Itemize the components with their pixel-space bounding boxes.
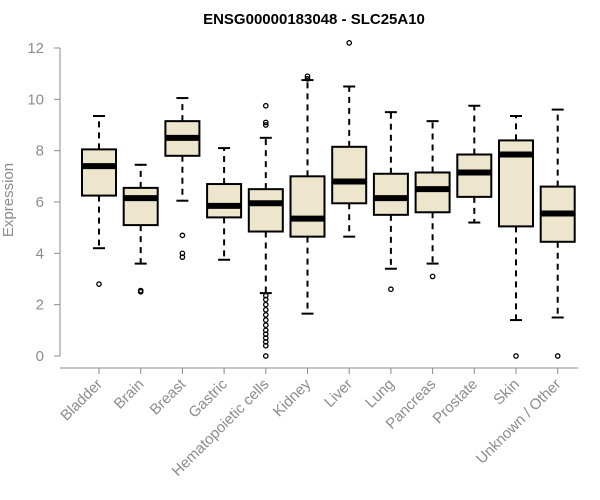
box-group [372, 111, 409, 293]
box [331, 145, 368, 205]
box-group [206, 147, 243, 261]
box-group [331, 40, 368, 238]
box [414, 171, 451, 214]
outlier-point [179, 254, 186, 261]
outlier-point [429, 273, 436, 280]
outlier-point [262, 301, 269, 308]
outlier-point [262, 122, 269, 128]
box [81, 148, 117, 197]
outlier-point [554, 353, 561, 359]
outlier-point [262, 119, 269, 126]
box-group [498, 115, 534, 359]
box-group [539, 108, 576, 359]
outlier-point [262, 296, 269, 303]
outlier-point [513, 353, 519, 359]
plot-area [81, 40, 576, 359]
outlier-point [388, 286, 394, 293]
y-tick-label: 0 [36, 348, 44, 365]
x-tick-label: Lung [362, 376, 398, 412]
box [206, 183, 243, 219]
outlier-point [262, 312, 269, 318]
outlier-point [262, 353, 269, 359]
x-tick-label: Liver [321, 376, 356, 411]
box-group [289, 73, 326, 315]
outlier-point [262, 102, 269, 109]
box [456, 153, 493, 198]
box-group [164, 97, 201, 261]
box-group [122, 163, 159, 295]
outlier-point [96, 281, 102, 287]
box-group [247, 102, 284, 359]
y-tick-label: 8 [36, 143, 44, 160]
y-tick-label: 4 [36, 245, 44, 262]
box [122, 186, 159, 227]
x-tick-label: Kidney [270, 375, 315, 420]
x-tick-label: Bladder [57, 376, 106, 425]
outlier-point [304, 73, 311, 80]
box [372, 172, 409, 216]
outlier-point [137, 287, 144, 294]
y-tick-label: 2 [36, 297, 44, 314]
outlier-point [179, 232, 186, 239]
outlier-point [262, 306, 269, 313]
outlier-point [262, 342, 269, 349]
y-tick-label: 6 [36, 194, 44, 211]
y-axis-label: Expression [0, 163, 17, 237]
outlier-point [262, 322, 269, 329]
y-tick-label: 12 [27, 40, 44, 57]
x-tick-label: Prostate [430, 376, 482, 428]
x-tick-label: Breast [147, 375, 190, 418]
box-group [456, 104, 493, 224]
outlier-point [346, 40, 353, 46]
box [289, 175, 326, 238]
chart-title: ENSG00000183048 - SLC25A10 [203, 11, 425, 28]
box-group [414, 120, 451, 280]
x-tick-label: Skin [490, 376, 523, 409]
x-tick-label: Brain [111, 376, 148, 413]
box [247, 188, 284, 233]
box-group [81, 115, 117, 287]
outlier-point [262, 317, 269, 323]
outlier-point [304, 75, 311, 82]
y-tick-label: 10 [27, 91, 44, 108]
